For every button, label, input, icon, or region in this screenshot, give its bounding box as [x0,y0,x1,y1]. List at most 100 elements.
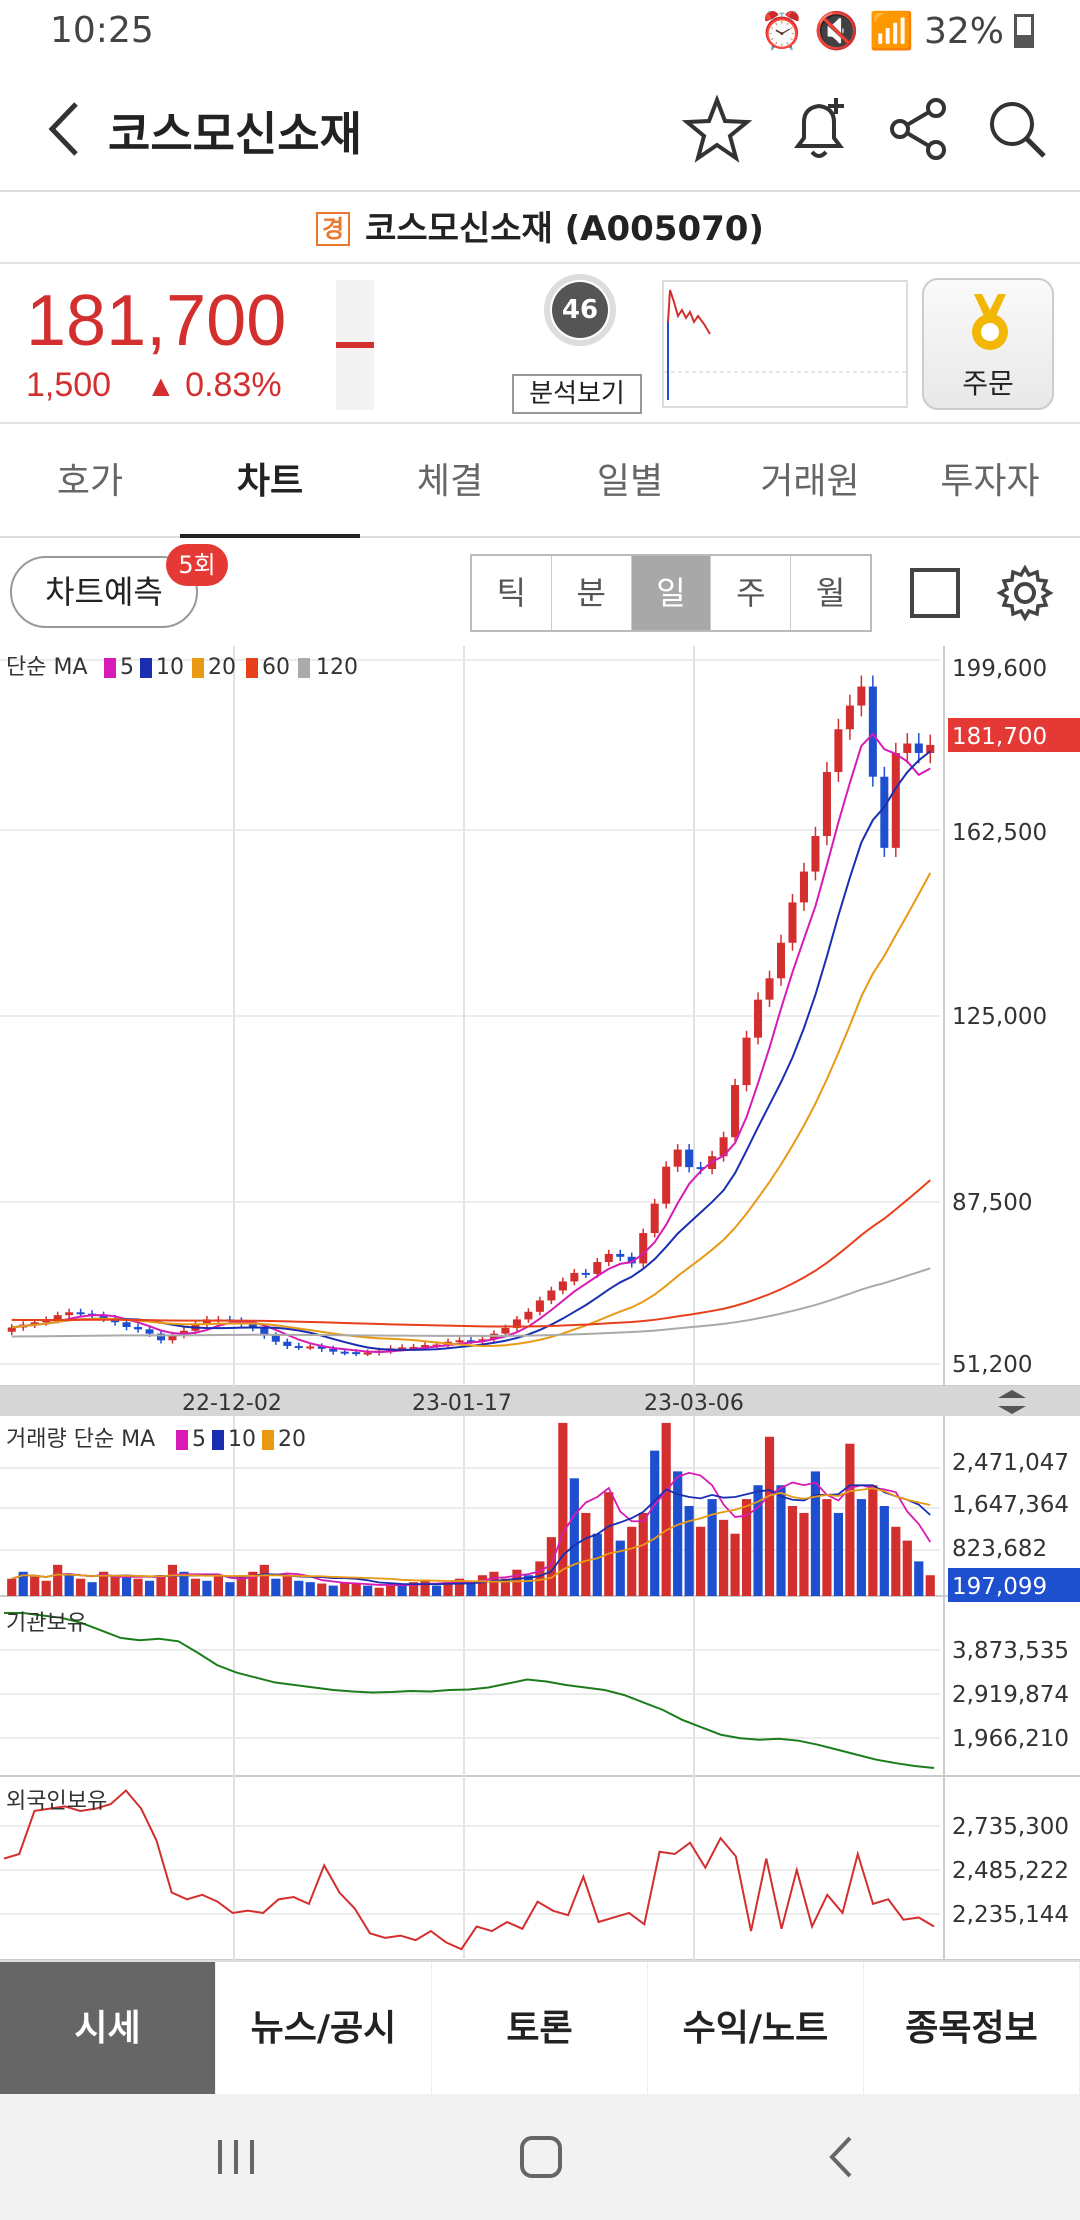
volume-bar [236,1576,246,1596]
back-button[interactable] [38,94,98,164]
period-minute[interactable]: 분 [551,556,632,630]
price-tick-label: 125,000 [952,1004,1047,1030]
favorite-button[interactable] [681,94,753,164]
star-icon [681,94,753,163]
order-button[interactable]: 주문 [922,278,1054,410]
candle-body [845,705,854,730]
candle-body [765,978,774,1000]
nav-quote[interactable]: 시세 [0,1962,216,2094]
volume-bar [190,1578,201,1596]
chart-toolbar: 차트예측 5회 틱 분 일 주 월 [0,540,1080,644]
fullscreen-button[interactable] [906,564,964,622]
volume-bar [99,1571,109,1596]
date-axis-bar [0,1386,1080,1416]
vol-ma5-swatch [176,1430,188,1450]
panel-resize-handle[interactable] [998,1390,1026,1414]
volume-bar [764,1436,775,1596]
home-icon [520,2136,562,2178]
volume-bar [213,1575,223,1596]
battery-icon [1014,14,1034,48]
period-week[interactable]: 주 [711,556,792,630]
nav-profit-note[interactable]: 수익/노트 [648,1962,864,2094]
status-icons: ⏰ 🔇 📶 32% [760,10,1034,52]
volume-bar [845,1443,855,1596]
candle-body [627,1256,636,1264]
back-icon [829,2136,852,2178]
volume-bar [592,1533,602,1596]
volume-bar [650,1450,660,1596]
candle-body [65,1312,74,1316]
candle-body [903,743,912,753]
chart-settings-button[interactable] [996,564,1054,622]
recent-apps-button[interactable] [202,2126,272,2188]
mute-icon: 🔇 [814,11,860,52]
stock-chart-area[interactable]: 199,600 162,500 125,000 87,500 51,200 18… [0,646,1080,1960]
candle-body [329,1348,338,1352]
nav-discussion[interactable]: 토론 [432,1962,648,2094]
period-selector: 틱 분 일 주 월 [470,554,872,632]
institution-legend-label: 기관보유 [6,1611,87,1636]
volume-bar [730,1533,740,1596]
ma20-swatch [192,658,204,678]
tab-daily[interactable]: 일별 [596,461,664,502]
volume-bar [707,1499,717,1596]
status-bar: 10:25 ⏰ 🔇 📶 32% [0,0,1080,66]
share-button[interactable] [884,94,954,164]
analysis-button[interactable]: 분석보기 [512,374,642,414]
volume-bar [638,1512,648,1596]
stock-chart-svg[interactable]: 199,600 162,500 125,000 87,500 51,200 18… [0,646,1080,1960]
volume-bar [799,1512,809,1596]
volume-bar [76,1578,86,1596]
volume-bar [523,1575,533,1596]
volume-bar [879,1506,889,1596]
candle-body [788,902,797,943]
nav-news[interactable]: 뉴스/공시 [216,1962,432,2094]
candle-body [512,1319,521,1328]
vol-ma5-legend: 5 [192,1427,206,1452]
volume-bar [696,1526,706,1596]
system-back-button[interactable] [808,2126,878,2188]
foreign-holdings-line [3,1789,935,1951]
home-button[interactable] [506,2126,576,2188]
period-day[interactable]: 일 [631,556,712,630]
volume-bar [133,1578,143,1596]
vol-ma20-legend: 20 [278,1427,306,1452]
candle-body [501,1327,510,1334]
volume-tick-label: 2,471,047 [952,1450,1069,1476]
vol-ma10-legend: 10 [228,1427,256,1452]
volume-bar [30,1576,40,1596]
volume-bar [248,1571,258,1596]
current-volume-marker [948,1568,1080,1602]
volume-bar [868,1485,878,1596]
ma120-swatch [298,658,310,678]
volume-bar [627,1526,637,1596]
intraday-mini-chart[interactable] [662,280,908,408]
tab-orderbook[interactable]: 호가 [56,461,124,502]
score-ring [544,274,616,346]
bottom-navigation: 시세 뉴스/공시 토론 수익/노트 종목정보 [0,1960,1080,2094]
chart-predict-button[interactable]: 차트예측 [10,556,198,628]
nav-stock-info[interactable]: 종목정보 [864,1962,1080,2094]
volume-bar [156,1575,166,1596]
analysis-widget[interactable]: 46 분석보기 [512,274,642,418]
ma60-swatch [246,658,258,678]
candle-body [822,771,831,836]
ma10-legend: 10 [156,655,184,680]
search-button[interactable] [982,94,1052,164]
system-navigation-bar [0,2094,1080,2220]
tab-investors[interactable]: 투자자 [940,461,1040,502]
square-icon [910,568,960,618]
alert-button[interactable] [784,94,854,164]
candle-body [857,686,866,706]
tab-chart[interactable]: 차트 [180,426,360,538]
tab-trades[interactable]: 체결 [416,461,484,502]
candle-body [398,1347,407,1350]
volume-bar [719,1519,729,1596]
ma120-line [11,1267,931,1338]
candle-body [754,999,763,1038]
period-month[interactable]: 월 [791,556,870,630]
period-tick[interactable]: 틱 [472,556,552,630]
volume-bar [225,1582,235,1596]
candle-body [42,1319,51,1323]
tab-brokers[interactable]: 거래원 [760,461,860,502]
